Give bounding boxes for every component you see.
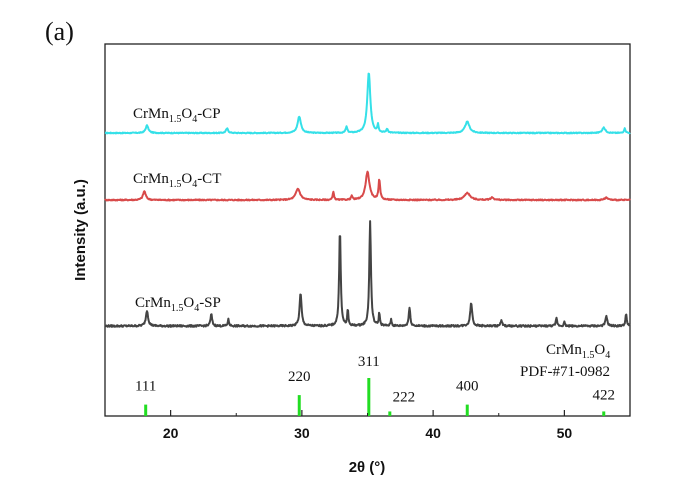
- series-label: CrMn1.5O4-SP: [135, 295, 221, 314]
- series-label: CrMn1.5O4-CT: [133, 171, 221, 190]
- x-axis-label: 2θ (°): [349, 459, 386, 476]
- y-axis-label: Intensity (a.u.): [72, 179, 89, 281]
- series-line-cp: [104, 72, 631, 135]
- reference-card-label: PDF-#71-0982: [520, 364, 610, 380]
- x-tick-label: 40: [425, 425, 441, 441]
- x-tick-label: 20: [163, 425, 179, 441]
- reference-layer: 111 220 311 222 400 422 CrMn1.5O4 PDF-#71-0982: [135, 342, 615, 416]
- reference-hkl-label: 222: [393, 389, 416, 405]
- x-tick-label: 30: [294, 425, 310, 441]
- reference-hkl-label: 400: [456, 379, 479, 395]
- reference-hkl-label: 422: [593, 387, 616, 403]
- reference-hkl-label: 111: [135, 379, 156, 395]
- series-label: CrMn1.5O4-CP: [133, 106, 221, 125]
- panel-label: (a): [45, 17, 74, 46]
- x-tick-label: 50: [557, 425, 573, 441]
- reference-phase-label: CrMn1.5O4: [546, 342, 610, 361]
- reference-hkl-label: 220: [288, 369, 311, 385]
- reference-hkl-label: 311: [358, 354, 380, 370]
- series-line-ct: [104, 170, 631, 202]
- axis-layer: 20 30 40 50: [104, 410, 631, 441]
- series-line-sp: [104, 220, 631, 328]
- series-layer: CrMn1.5O4-CP CrMn1.5O4-CT CrMn1.5O4-SP: [104, 72, 631, 328]
